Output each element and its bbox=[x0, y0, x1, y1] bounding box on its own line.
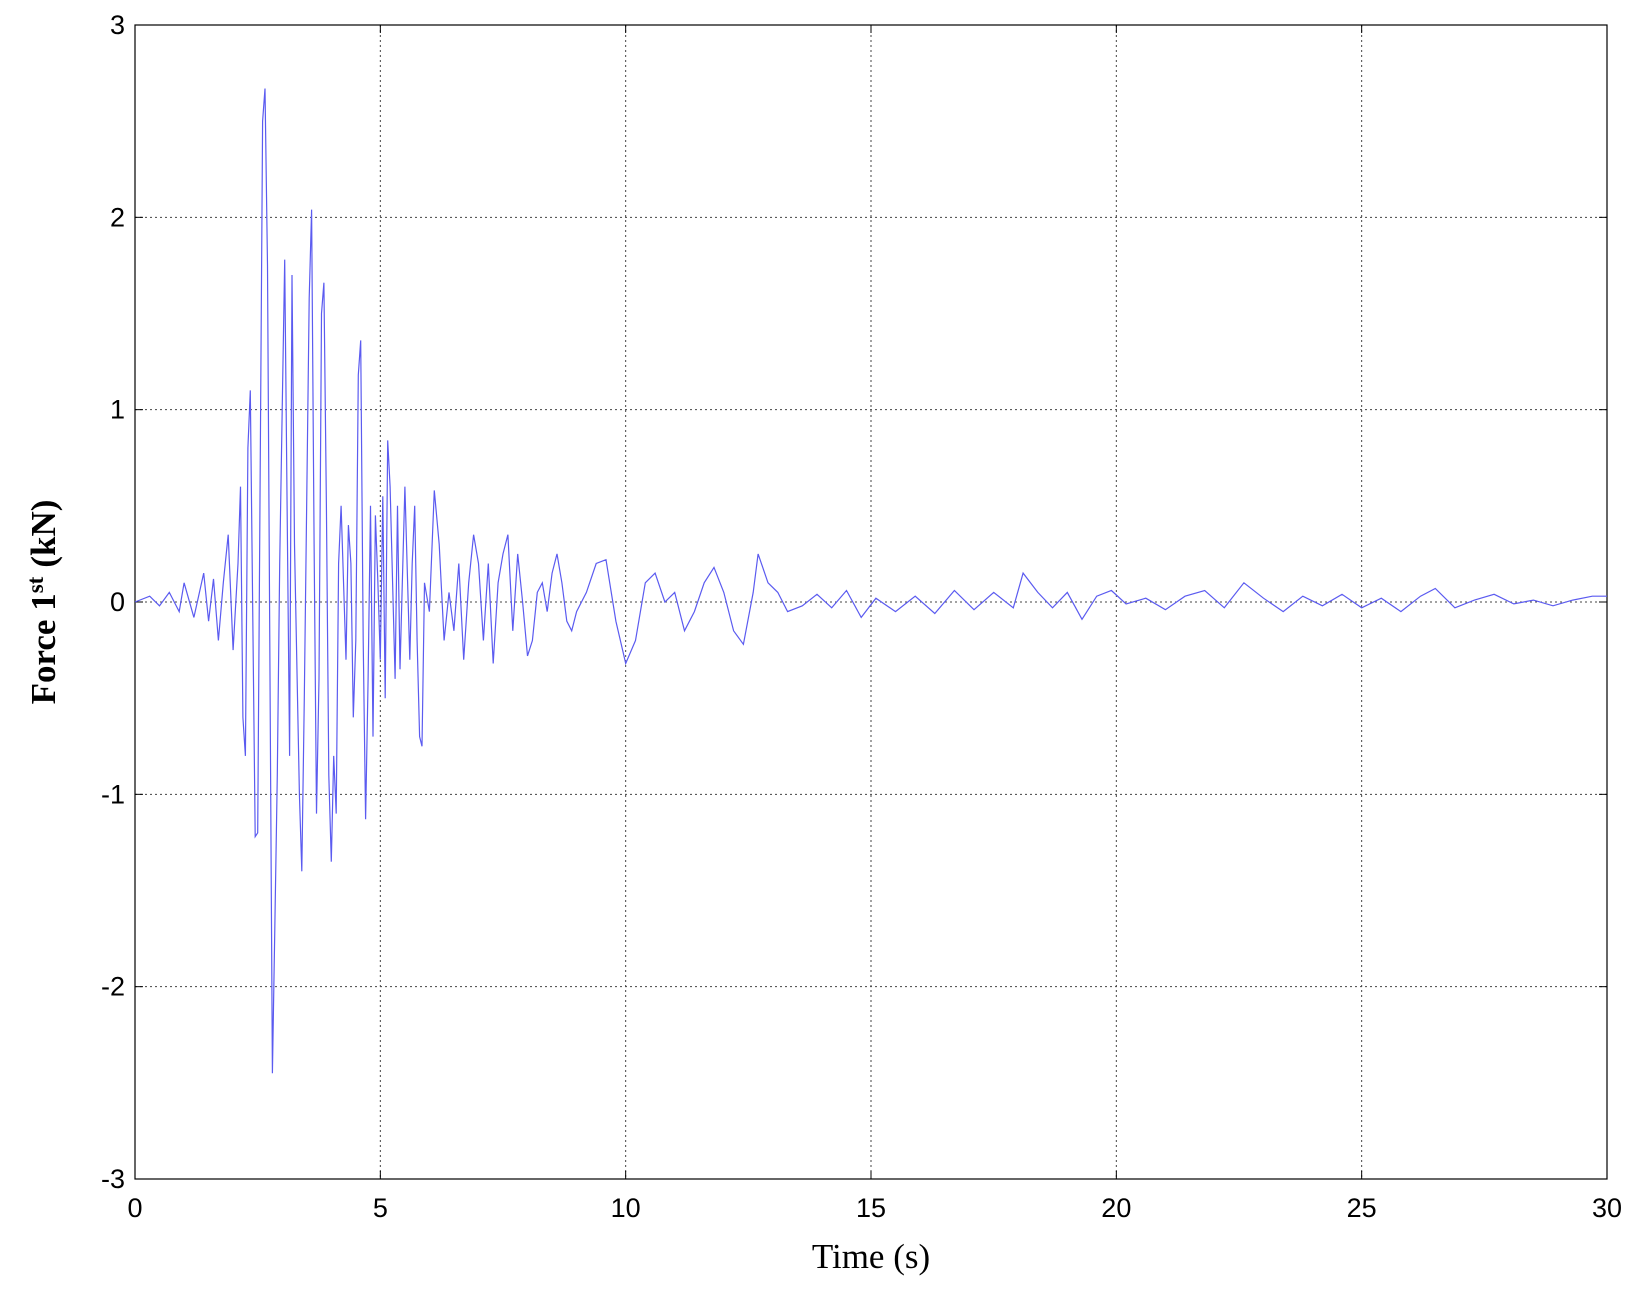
x-tick-label: 15 bbox=[856, 1193, 886, 1223]
y-tick-label: -3 bbox=[101, 1164, 125, 1194]
x-tick-label: 10 bbox=[611, 1193, 641, 1223]
data-line bbox=[134, 88, 1607, 1074]
y-label-text: Force 1 bbox=[24, 593, 63, 704]
y-axis-label: Force 1st (kN) bbox=[23, 500, 63, 705]
y-tick-label: 1 bbox=[110, 395, 125, 425]
y-label-superscript: st bbox=[23, 576, 48, 593]
x-tick-label: 20 bbox=[1101, 1193, 1131, 1223]
x-axis-label: Time (s) bbox=[812, 1237, 930, 1276]
x-tick-label: 0 bbox=[127, 1193, 142, 1223]
x-tick-label: 30 bbox=[1592, 1193, 1622, 1223]
y-tick-label: -2 bbox=[101, 972, 125, 1002]
y-label-unit: (kN) bbox=[24, 500, 63, 568]
y-tick-label: 0 bbox=[110, 587, 125, 617]
x-tick-label: 5 bbox=[373, 1193, 388, 1223]
y-tick-label: 3 bbox=[110, 10, 125, 40]
y-tick-label: -1 bbox=[101, 779, 125, 809]
y-tick-label: 2 bbox=[110, 202, 125, 232]
x-tick-label: 25 bbox=[1347, 1193, 1377, 1223]
